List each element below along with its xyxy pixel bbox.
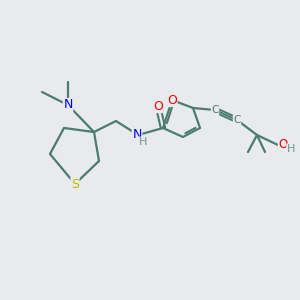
Text: C: C: [211, 105, 219, 115]
Text: C: C: [233, 115, 241, 125]
Text: N: N: [132, 128, 142, 140]
Text: O: O: [278, 139, 288, 152]
Text: H: H: [139, 137, 147, 147]
Text: S: S: [71, 178, 79, 190]
Text: H: H: [287, 144, 295, 154]
Text: N: N: [63, 98, 73, 112]
Text: O: O: [153, 100, 163, 112]
Text: O: O: [167, 94, 177, 106]
